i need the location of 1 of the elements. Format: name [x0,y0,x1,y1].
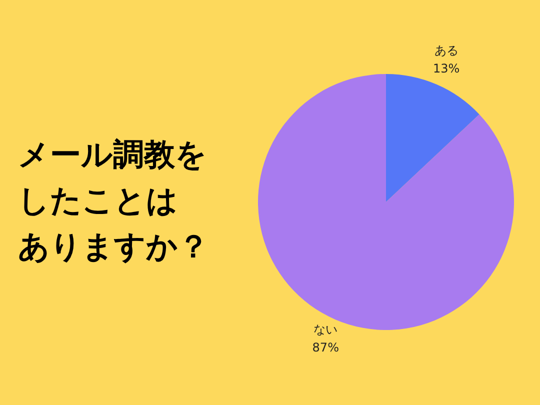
title: メール調教をしたことはありますか？ [18,136,210,267]
